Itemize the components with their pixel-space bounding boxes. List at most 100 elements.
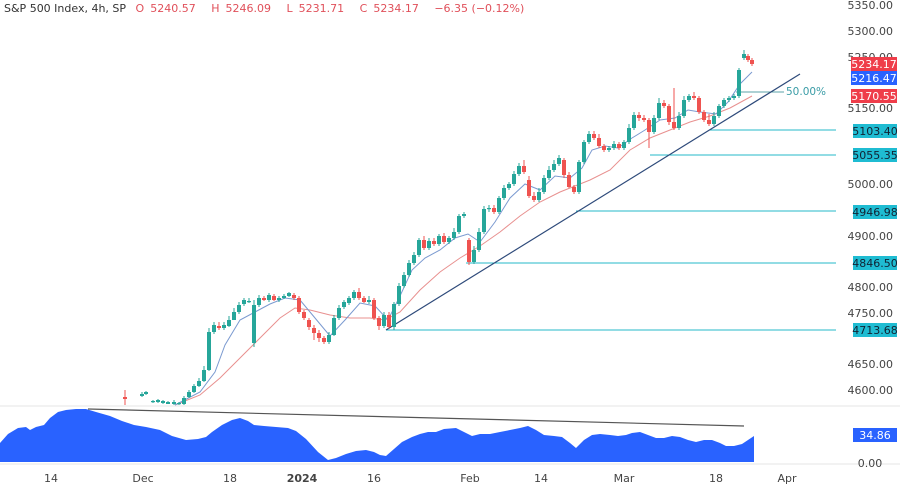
candle-up [552,164,556,170]
candle-up [457,216,461,232]
time-axis-label: Dec [132,472,153,485]
candle-down [750,60,754,64]
candle-up [342,302,346,307]
candle-up [282,296,286,298]
candle-up [497,198,501,212]
candle-up [382,315,386,326]
candle-down [597,138,601,146]
candle-up [627,128,631,142]
candle-up [622,142,626,148]
candle-up [151,401,155,403]
candle-down [567,175,571,187]
price-axis[interactable]: 5350.005300.005250.005150.005000.004900.… [848,0,894,397]
candle-down [362,298,366,302]
candle-down [667,106,671,122]
candle-up [477,232,481,250]
candle-up [397,286,401,304]
candle-down [697,98,701,112]
candle-down [467,240,471,262]
last-price-tag: 5234.17 [851,58,897,71]
candle-up [732,96,736,98]
candle-up [737,70,741,96]
candle-down [372,300,376,318]
candle-up [717,106,721,116]
candle-down [387,315,391,327]
candle-up [192,386,196,392]
level-tag-5055: 5055.35 [852,149,898,162]
candle-up [427,241,431,248]
candle-up [587,134,591,142]
candle-up [197,381,201,386]
time-axis-label: Feb [460,472,479,485]
price-axis-label: 4800.00 [848,281,894,294]
candle-up [277,298,281,300]
level-tag-5103: 5103.40 [852,125,898,138]
candle-down [672,122,676,128]
price-axis-label: 4750.00 [848,307,894,320]
candle-down [662,103,666,106]
candle-up [657,103,661,118]
candle-down [297,298,301,312]
candle-up [267,295,271,300]
time-axis-label: 14 [44,472,58,485]
candle-up [712,116,716,124]
candle-down [746,56,750,60]
candle-up [412,255,416,263]
candle-up [407,263,411,275]
candle-up [582,142,586,162]
candle-up [727,98,731,100]
candle-down [702,112,706,120]
candle-up [337,308,341,318]
candle-up [227,320,231,326]
candle-up [677,116,681,128]
candle-up [607,148,611,150]
candle-up [452,232,456,238]
slow-ma-tag: 5170.55 [851,90,897,103]
candle-up [447,238,451,242]
time-axis[interactable]: 14 Dec 18 2024 16 Feb 14 Mar 18 Apr [44,472,797,485]
candle-up [507,184,511,188]
candle-down [292,295,296,298]
low-value: L 5231.71 [286,2,345,15]
time-axis-label: 18 [709,472,723,485]
candle-up [682,100,686,116]
price-axis-label: 4650.00 [848,358,894,371]
high-value: H 5246.09 [211,2,271,15]
candle-up [327,335,331,342]
level-tag-4846: 4846.50 [852,257,898,270]
candle-down [492,208,496,212]
candle-down [592,134,596,138]
candle-down [217,326,221,328]
candle-up [177,403,181,405]
candle-up [547,170,551,178]
price-axis-label: 5150.00 [848,102,894,115]
candle-down [707,120,711,124]
candle-down [307,320,311,327]
candle-up [222,325,226,328]
price-axis-label: 4900.00 [848,230,894,243]
candle-up [437,236,441,244]
candle-down [532,196,536,200]
candle-down [262,298,266,300]
candle-up [482,209,486,232]
candle-down [572,187,576,192]
candle-up [166,402,170,404]
price-axis-label: 5300.00 [848,25,894,38]
candlesticks [123,50,754,405]
candle-up [352,292,356,298]
indicator-zero-label: 0.00 [858,457,883,470]
candle-down [357,292,361,298]
time-axis-label: 16 [367,472,381,485]
candle-down [377,318,381,326]
level-tag-4946: 4946.98 [852,206,898,219]
candle-down [422,240,426,248]
rising-trendline[interactable] [385,73,801,331]
candle-down [637,115,641,118]
indicator-trendline[interactable] [87,408,745,427]
slow-moving-average [174,95,753,406]
time-axis-label: Apr [777,472,797,485]
candle-up [232,312,236,320]
candle-up [207,332,211,370]
change-value: −6.35 (−0.12%) [434,2,525,15]
